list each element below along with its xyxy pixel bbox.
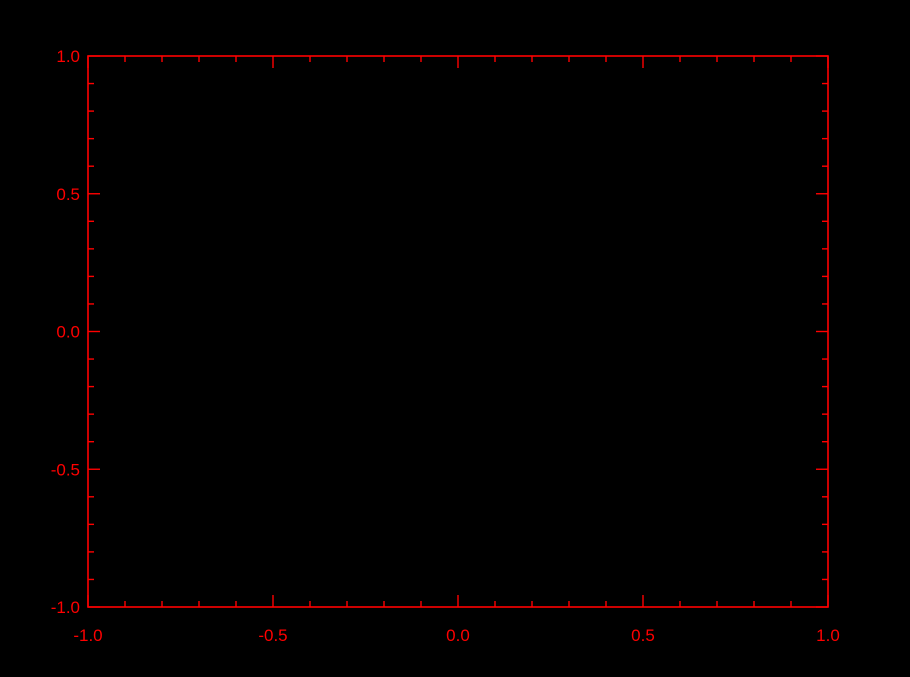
x-tick-label: 0.0 <box>446 626 470 645</box>
y-tick-label: 0.0 <box>56 323 80 342</box>
y-tick-label: 1.0 <box>56 47 80 66</box>
x-tick-label: 0.5 <box>631 626 655 645</box>
x-tick-labels: -1.0 -0.5 0.0 0.5 1.0 <box>73 626 839 645</box>
y-tick-label: -0.5 <box>51 460 80 479</box>
x-tick-label: 1.0 <box>816 626 840 645</box>
x-tick-label: -0.5 <box>258 626 287 645</box>
x-tick-label: -1.0 <box>73 626 102 645</box>
y-tick-labels: -1.0 -0.5 0.0 0.5 1.0 <box>51 47 80 617</box>
y-tick-label: 0.5 <box>56 185 80 204</box>
y-tick-label: -1.0 <box>51 598 80 617</box>
axis-ticks <box>87 55 829 608</box>
